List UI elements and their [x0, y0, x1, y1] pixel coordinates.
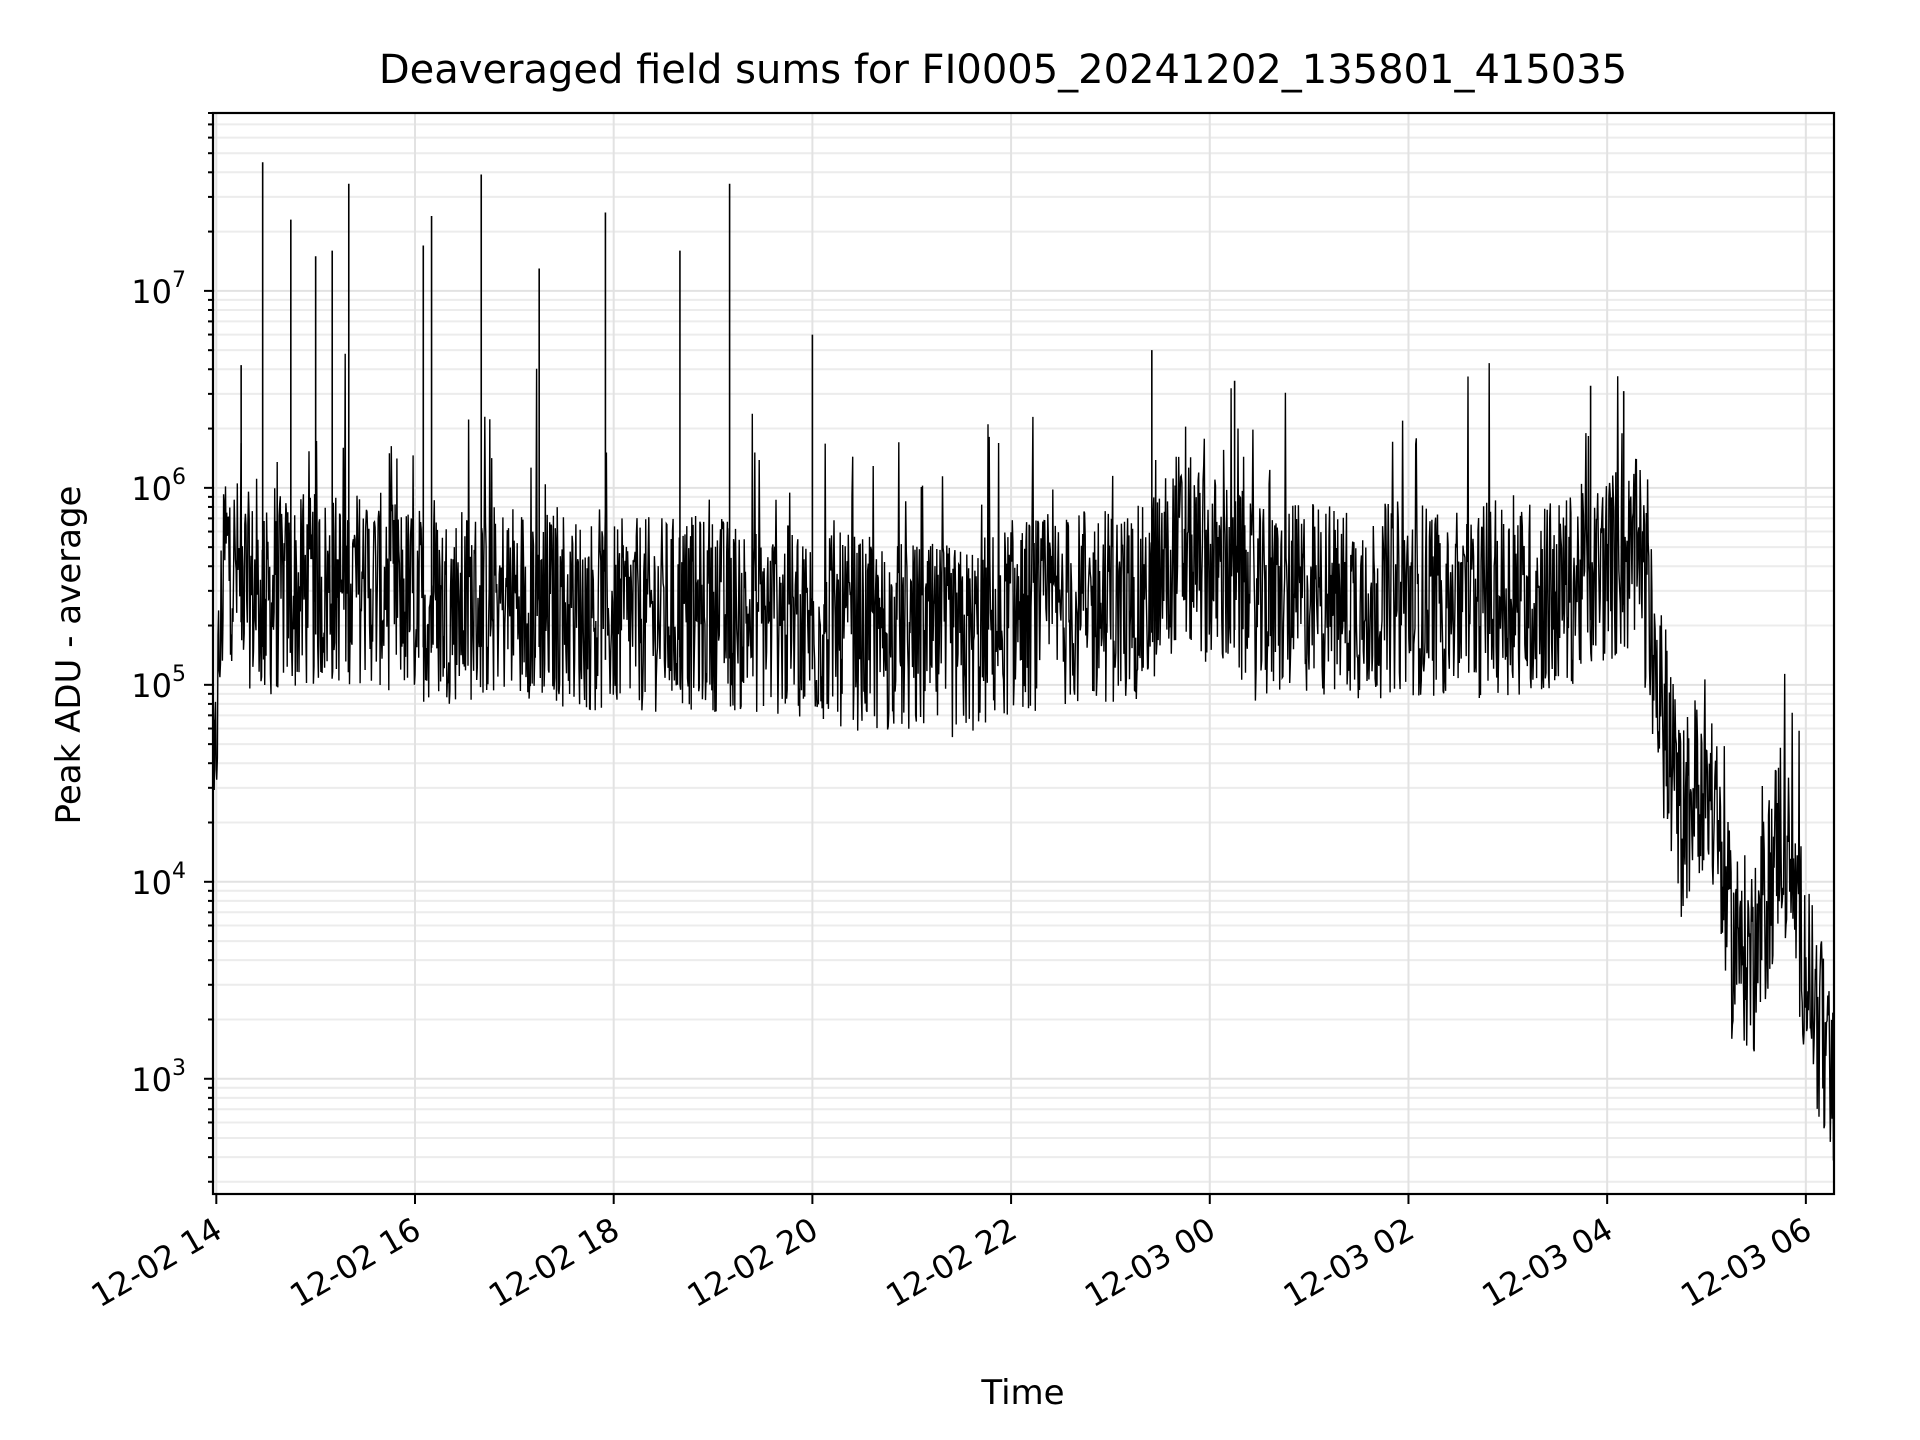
x-tick-label: 12-02 22 [879, 1210, 1023, 1315]
y-axis: 103 104 105 106 107 [131, 112, 213, 1183]
axes-frame [211, 111, 1836, 1196]
y-axis-label: Peak ADU - average [49, 486, 89, 825]
x-tick-label: 12-03 04 [1476, 1210, 1620, 1315]
y-tick-label: 105 [131, 662, 186, 705]
x-tick-label: 12-03 00 [1078, 1210, 1222, 1315]
y-tick-label: 103 [131, 1056, 186, 1099]
x-tick-label: 12-03 02 [1277, 1210, 1421, 1315]
x-tick-label: 12-02 14 [85, 1210, 229, 1315]
plot-area [212, 162, 1835, 1161]
y-tick-label: 107 [131, 268, 186, 311]
series-line [212, 353, 1835, 1161]
x-axis-label: Time [980, 1373, 1064, 1413]
x-tick-label: 12-02 16 [283, 1210, 427, 1315]
x-tick-label: 12-02 20 [681, 1210, 825, 1315]
y-tick-label: 106 [131, 465, 186, 508]
chart-title: Deaveraged field sums for FI0005_2024120… [379, 47, 1627, 93]
y-tick-label: 104 [131, 859, 186, 902]
x-tick-label: 12-03 06 [1674, 1210, 1818, 1315]
x-axis: 12-02 14 12-02 16 12-02 18 12-02 20 12-02 22… [85, 1194, 1818, 1315]
x-tick-label: 12-02 18 [482, 1210, 626, 1315]
